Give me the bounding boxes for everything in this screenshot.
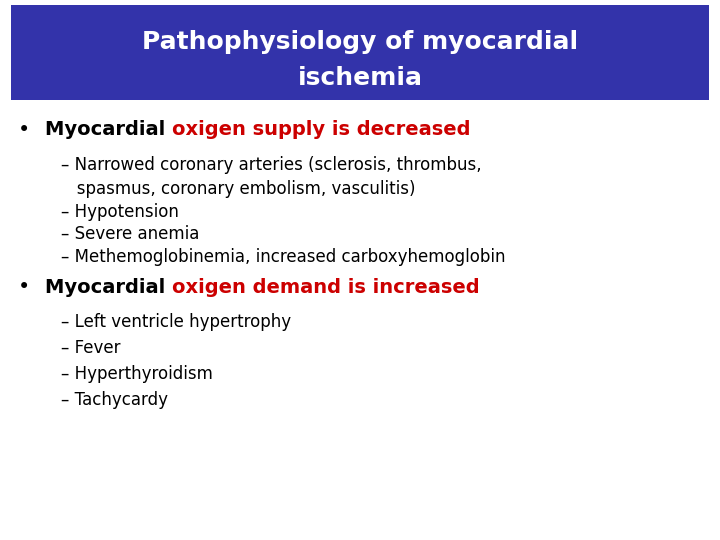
Text: oxigen demand is increased: oxigen demand is increased xyxy=(171,278,480,297)
Text: – Narrowed coronary arteries (sclerosis, thrombus,: – Narrowed coronary arteries (sclerosis,… xyxy=(61,156,482,174)
Text: oxigen supply is decreased: oxigen supply is decreased xyxy=(171,120,470,139)
Text: – Tachycardy: – Tachycardy xyxy=(61,390,168,409)
Text: Myocardial: Myocardial xyxy=(45,120,171,139)
Text: – Methemoglobinemia, increased carboxyhemoglobin: – Methemoglobinemia, increased carboxyhe… xyxy=(61,248,505,266)
Text: ischemia: ischemia xyxy=(297,66,423,90)
Text: – Fever: – Fever xyxy=(61,339,121,357)
Text: – Left ventricle hypertrophy: – Left ventricle hypertrophy xyxy=(61,313,292,332)
Text: Myocardial: Myocardial xyxy=(45,278,171,297)
Text: •: • xyxy=(18,119,30,140)
Text: Pathophysiology of myocardial: Pathophysiology of myocardial xyxy=(142,30,578,54)
Text: – Severe anemia: – Severe anemia xyxy=(61,225,199,244)
Text: – Hyperthyroidism: – Hyperthyroidism xyxy=(61,364,213,383)
FancyBboxPatch shape xyxy=(11,5,709,100)
Text: •: • xyxy=(18,277,30,298)
Text: spasmus, coronary embolism, vasculitis): spasmus, coronary embolism, vasculitis) xyxy=(61,180,415,198)
Text: – Hypotension: – Hypotension xyxy=(61,202,179,221)
